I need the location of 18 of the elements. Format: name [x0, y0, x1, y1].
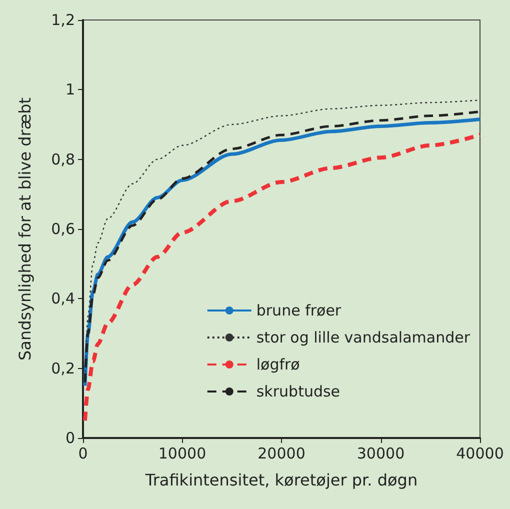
x-tick-label: 20000 [258, 444, 306, 462]
x-tick-label: 0 [78, 444, 88, 462]
y-tick-label: 0,4 [51, 290, 75, 308]
legend-label: løgfrø [256, 356, 300, 374]
y-tick-label: 0,6 [51, 220, 75, 238]
x-tick-label: 30000 [356, 444, 405, 462]
legend-label: stor og lille vandsalamander [256, 328, 471, 346]
x-tick-label: 10000 [158, 444, 206, 462]
x-tick-label: 40000 [456, 444, 504, 462]
y-tick-label: 1,2 [51, 11, 75, 29]
y-tick-label: 1 [65, 80, 75, 99]
y-axis-title: Sandsynlighed for at blive dræbt [16, 97, 34, 361]
y-tick-label: 0,2 [51, 359, 75, 378]
legend-label: skrubtudse [256, 382, 340, 400]
legend-label: brune frøer [256, 302, 342, 320]
y-tick-label: 0,8 [51, 150, 75, 168]
x-axis-title: Trafikintensitet, køretøjer pr. døgn [144, 470, 418, 490]
y-tick-label: 0 [65, 429, 75, 447]
